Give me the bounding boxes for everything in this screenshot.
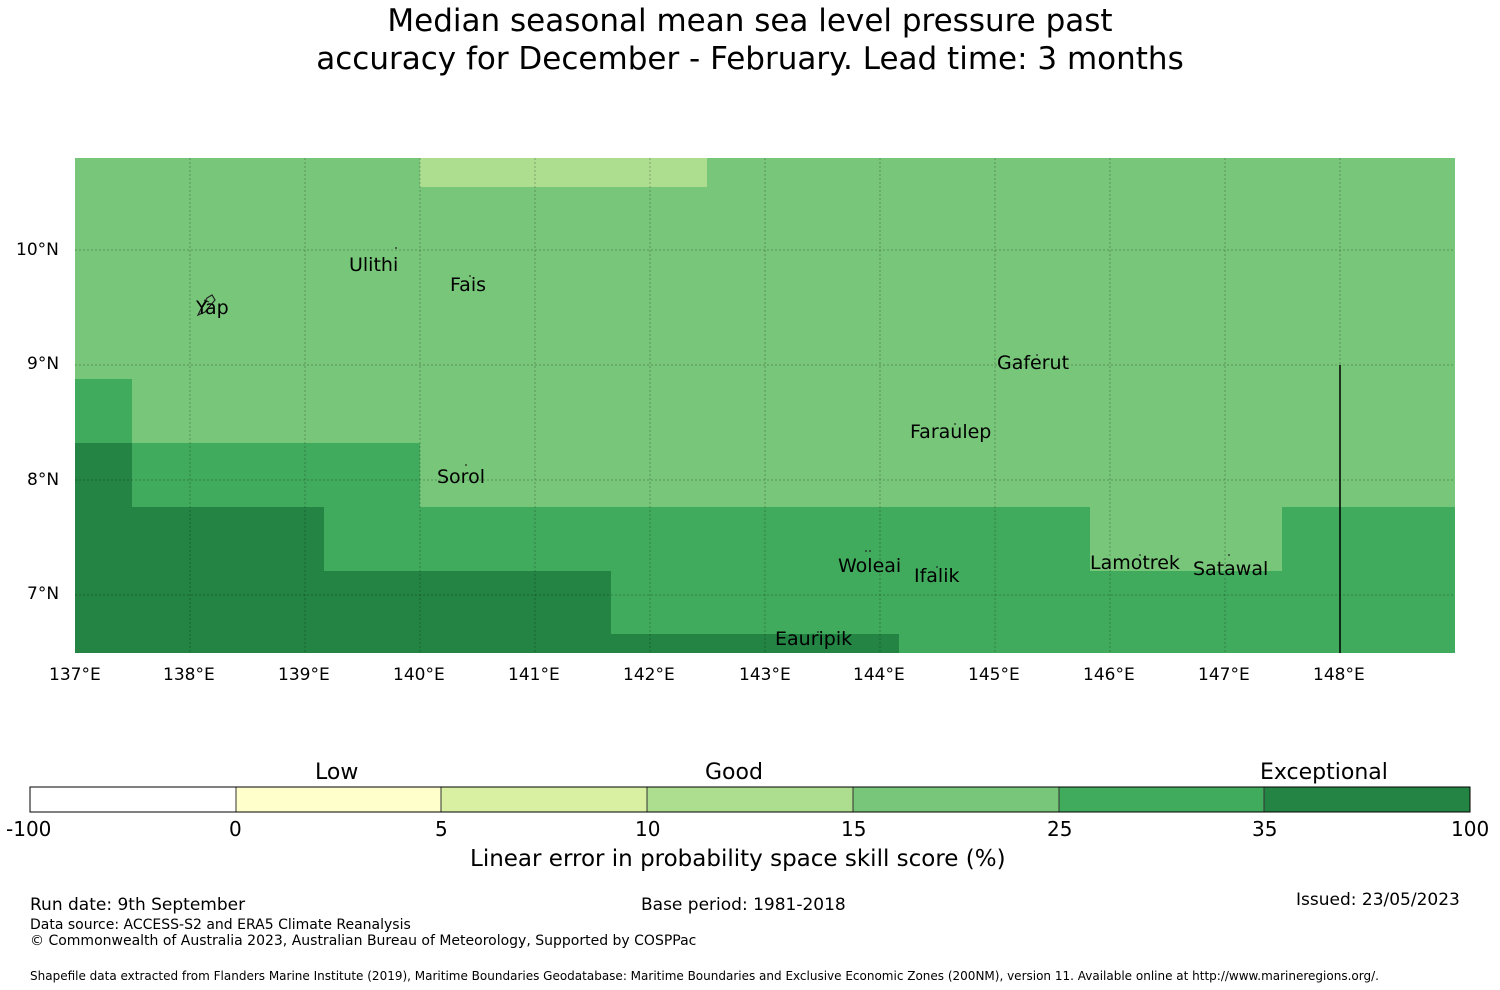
y-tick-label: 10°N <box>16 240 59 260</box>
colorbar-tick-label: 15 <box>841 817 867 841</box>
x-tick-label: 147°E <box>1198 665 1250 685</box>
x-tick-label: 140°E <box>393 665 445 685</box>
colorbar-tick-label: 5 <box>435 817 448 841</box>
map-cell-35-100 <box>132 507 324 653</box>
yap-island-shape <box>196 294 216 317</box>
place-label-lamotrek: Lamotrek <box>1090 552 1180 574</box>
place-label-ulithi: Ulithi <box>349 254 399 276</box>
colorbar-swatch-35-100 <box>1264 787 1470 812</box>
title-line-2: accuracy for December - February. Lead t… <box>316 41 1184 77</box>
island-dots <box>395 247 1230 633</box>
map-cell-35-100 <box>75 443 132 653</box>
map-field <box>75 158 1455 653</box>
x-tick-label: 148°E <box>1313 665 1365 685</box>
colorbar-tick-label: -100 <box>6 817 52 841</box>
colorbar-category-low: Low <box>315 760 359 785</box>
place-label-fais: Fais <box>450 274 487 296</box>
x-tick-label: 143°E <box>739 665 791 685</box>
place-label-faraulep: Faraulep <box>910 421 992 443</box>
colorbar-tick-label: 10 <box>635 817 661 841</box>
colorbar-tick-label: 0 <box>229 817 242 841</box>
place-label-gaferut: Gaferut <box>997 352 1070 374</box>
place-label-eauripik: Eauripik <box>775 628 853 650</box>
colorbar-frame <box>29 786 1471 813</box>
x-tick-label: 141°E <box>508 665 560 685</box>
map-cell-25-35 <box>75 379 132 443</box>
colorbar <box>29 786 1471 813</box>
title-line-1: Median seasonal mean sea level pressure … <box>387 3 1113 39</box>
place-label-yap: Yap <box>196 297 229 319</box>
y-tick-label: 7°N <box>27 584 60 604</box>
colorbar-swatch-5-10 <box>441 787 647 812</box>
colorbar-category-exceptional: Exceptional <box>1260 760 1388 785</box>
place-label-ifalik: Ifalik <box>914 565 960 587</box>
place-label-satawal: Satawal <box>1193 558 1269 580</box>
issued-date: Issued: 23/05/2023 <box>1296 890 1460 910</box>
map-cell-25-35 <box>132 443 420 507</box>
x-tick-label: 144°E <box>853 665 905 685</box>
map-cell-25-35 <box>1090 571 1282 653</box>
colorbar-swatch-below-0 <box>30 787 236 812</box>
map-cell-25-35 <box>1282 507 1455 653</box>
y-tick-label: 9°N <box>27 354 60 374</box>
x-tick-label: 137°E <box>49 665 101 685</box>
x-tick-label: 139°E <box>278 665 330 685</box>
colorbar-swatch-0-5 <box>236 787 441 812</box>
colorbar-axis-label: Linear error in probability space skill … <box>470 846 1006 872</box>
place-label-sorol: Sorol <box>437 466 485 488</box>
place-label-woleai: Woleai <box>838 555 902 577</box>
x-tick-label: 146°E <box>1083 665 1135 685</box>
map-cell-10-15 <box>420 158 707 187</box>
data-source: Data source: ACCESS-S2 and ERA5 Climate … <box>30 917 411 933</box>
run-date: Run date: 9th September <box>30 895 246 915</box>
x-tick-label: 138°E <box>163 665 215 685</box>
colorbar-category-good: Good <box>705 760 763 785</box>
copyright-notice: © Commonwealth of Australia 2023, Austra… <box>30 933 697 949</box>
colorbar-swatch-25-35 <box>1059 787 1264 812</box>
y-tick-label: 8°N <box>27 470 60 490</box>
colorbar-tick-label: 25 <box>1047 817 1073 841</box>
colorbar-tick-label: 100 <box>1451 817 1490 841</box>
colorbar-tick-label: 35 <box>1252 817 1278 841</box>
map-cell-35-100 <box>611 634 899 653</box>
base-period: Base period: 1981-2018 <box>641 895 846 915</box>
x-tick-label: 145°E <box>968 665 1020 685</box>
colorbar-swatch-10-15 <box>647 787 853 812</box>
chart-title: Median seasonal mean sea level pressure … <box>0 2 1500 78</box>
shapefile-attribution: Shapefile data extracted from Flanders M… <box>30 969 1379 983</box>
map-cell-35-100 <box>324 571 611 653</box>
colorbar-swatch-15-25 <box>853 787 1059 812</box>
x-tick-label: 142°E <box>623 665 675 685</box>
